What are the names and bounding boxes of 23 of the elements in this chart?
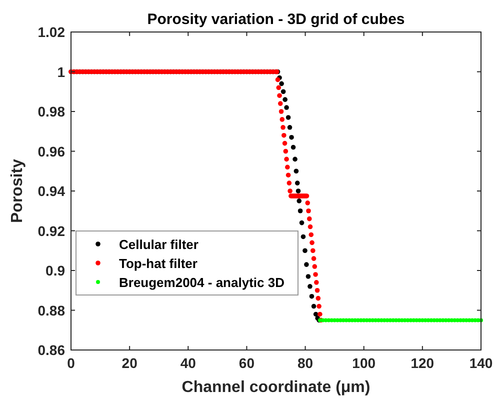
y-tick-label: 0.86 bbox=[38, 342, 66, 358]
x-tick-label: 0 bbox=[67, 355, 76, 371]
y-tick-label: 0.88 bbox=[38, 302, 66, 318]
chart-title: Porosity variation - 3D grid of cubes bbox=[147, 11, 405, 28]
y-tick-label: 0.96 bbox=[38, 143, 66, 160]
x-tick-label: 140 bbox=[469, 355, 493, 371]
x-tick-label: 40 bbox=[180, 355, 196, 371]
y-tick-label: 0.98 bbox=[38, 104, 66, 120]
y-axis-title: Porosity bbox=[9, 158, 26, 224]
x-tick-label: 60 bbox=[238, 355, 255, 371]
legend-label: Top-hat filter bbox=[119, 256, 198, 271]
x-axis-title: Channel coordinate (μm) bbox=[182, 379, 370, 396]
y-tick-label: 0.94 bbox=[38, 183, 66, 199]
x-tick-label: 120 bbox=[410, 355, 434, 371]
y-tick-label: 0.9 bbox=[46, 262, 66, 278]
x-tick-label: 100 bbox=[352, 355, 376, 371]
y-tick-label: 0.92 bbox=[38, 222, 66, 239]
x-tick-label: 20 bbox=[122, 355, 138, 371]
y-tick-label: 1.02 bbox=[38, 24, 66, 40]
y-tick-label: 1 bbox=[57, 64, 66, 80]
x-tick-label: 80 bbox=[297, 355, 314, 371]
legend-label: Cellular filter bbox=[119, 237, 198, 252]
legend-label: Breugem2004 - analytic 3D bbox=[119, 275, 284, 290]
